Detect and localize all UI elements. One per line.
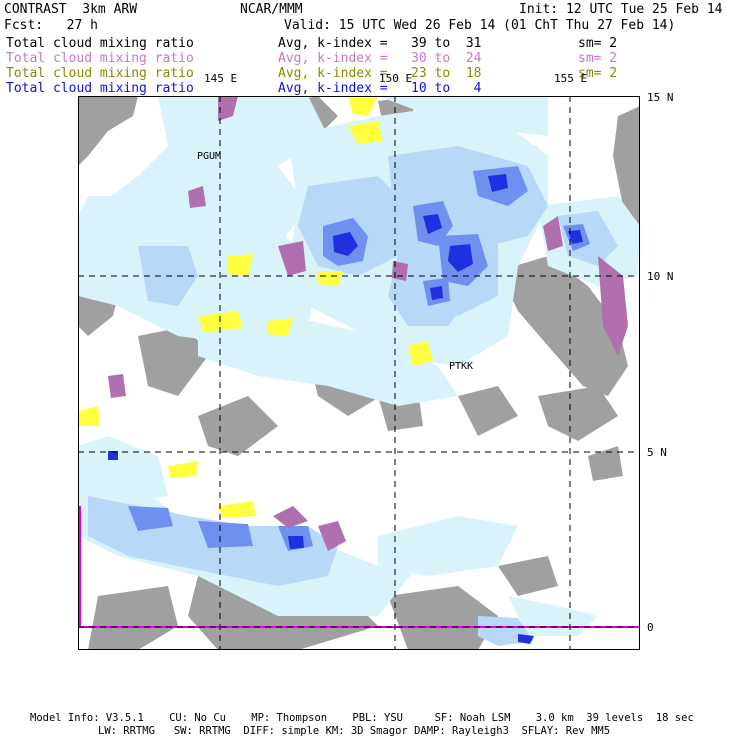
forecast-hour: Fcst: 27 h bbox=[4, 18, 98, 33]
field-name-4: Total cloud mixing ratio bbox=[6, 81, 194, 96]
lat-label-5n: 5 N bbox=[647, 446, 667, 459]
lat-label-10n: 10 N bbox=[647, 270, 674, 283]
field-smooth-3: sm= 2 bbox=[578, 66, 618, 81]
lat-lon-grid bbox=[78, 96, 640, 650]
model-title: CONTRAST 3km ARW bbox=[4, 2, 138, 17]
init-time: Init: 12 UTC Tue 25 Feb 14 bbox=[519, 2, 723, 17]
station-ptkk: PTKK bbox=[449, 361, 474, 372]
field-name-2: Total cloud mixing ratio bbox=[6, 51, 194, 66]
valid-time: Valid: 15 UTC Wed 26 Feb 14 (01 ChT Thu … bbox=[284, 18, 676, 33]
lon-label-155: 155 E bbox=[554, 72, 588, 85]
field-smooth-1: sm= 2 bbox=[578, 36, 618, 51]
field-name-1: Total cloud mixing ratio bbox=[6, 36, 194, 51]
lon-label-150: 150 E bbox=[379, 72, 413, 85]
field-name-3: Total cloud mixing ratio bbox=[6, 66, 194, 81]
lat-label-15n: 15 N bbox=[647, 91, 674, 104]
map-border bbox=[78, 96, 640, 650]
station-pgum: PGUM bbox=[197, 151, 222, 162]
cloud-core-layer bbox=[108, 174, 583, 644]
field-range-4: Avg, k-index = 10 to 4 bbox=[278, 81, 482, 96]
field-smooth-2: sm= 2 bbox=[578, 51, 618, 66]
lat-label-eq: 0 bbox=[647, 621, 654, 634]
yellow-cloud-layer bbox=[78, 96, 433, 518]
center-title: NCAR/MMM bbox=[240, 2, 303, 17]
field-range-3: Avg, k-index = 23 to 18 bbox=[278, 66, 482, 81]
cloud-map bbox=[78, 96, 640, 650]
purple-cloud-layer bbox=[108, 96, 628, 551]
field-range-2: Avg, k-index = 30 to 24 bbox=[278, 51, 482, 66]
lon-label-145: 145 E bbox=[204, 72, 238, 85]
field-range-1: Avg, k-index = 39 to 31 bbox=[278, 36, 482, 51]
model-info-line2: LW: RRTMG SW: RRTMG DIFF: simple KM: 3D … bbox=[98, 725, 611, 737]
model-info-line1: Model Info: V3.5.1 CU: No Cu MP: Thompso… bbox=[30, 712, 694, 724]
